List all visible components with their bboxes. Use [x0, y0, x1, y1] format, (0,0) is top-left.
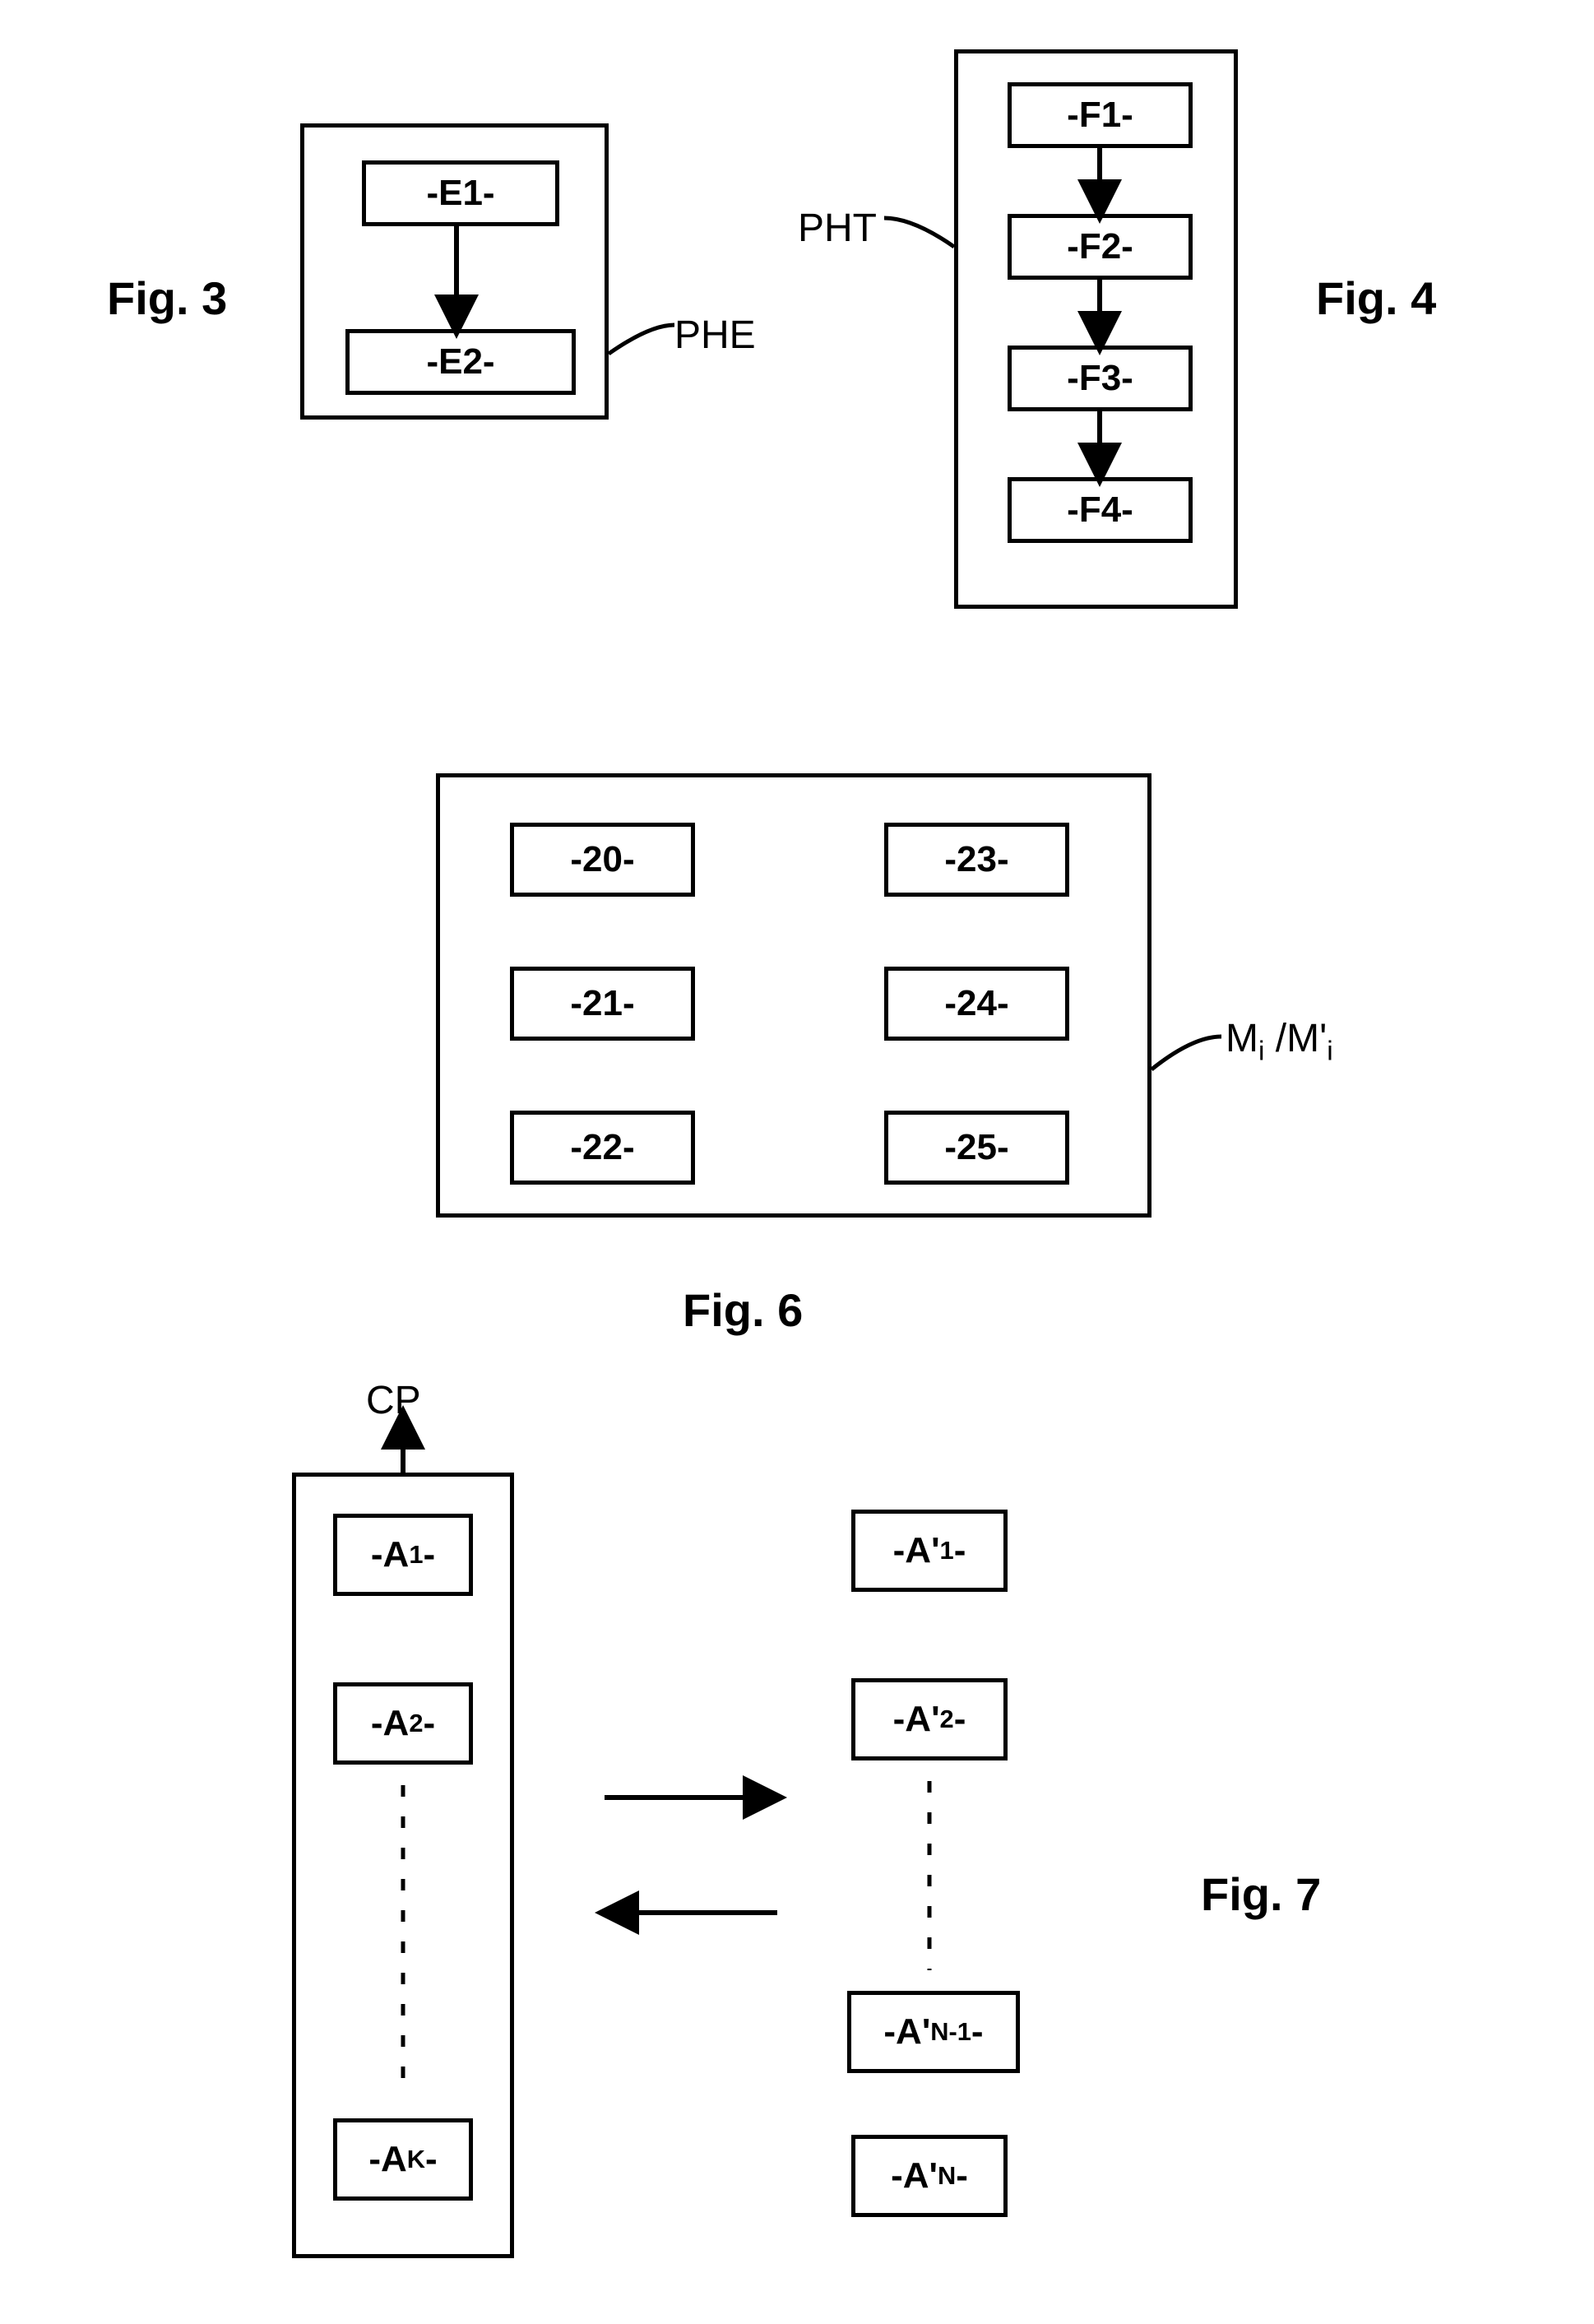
fig7-box-ap2: -A'2 -	[851, 1678, 1008, 1760]
fig3-title: Fig. 3	[107, 271, 227, 325]
page: Fig. 3 -E1- -E2- PHE Fig. 4 -F1- -F2- -F…	[0, 0, 1594, 2324]
fig7-box-apnm1: -A'N-1-	[847, 1991, 1020, 2073]
fig6-box-21: -21-	[510, 967, 695, 1041]
fig7-box-apn: -A'N-	[851, 2135, 1008, 2217]
fig3-box-e1: -E1-	[362, 160, 559, 226]
fig4-box-f4: -F4-	[1008, 477, 1193, 543]
fig6-box-23: -23-	[884, 823, 1069, 897]
fig4-container-label: PHT	[798, 206, 877, 251]
fig6-box-22: -22-	[510, 1111, 695, 1185]
fig7-box-ak: -AK-	[333, 2118, 473, 2201]
fig6-container-label: Mi /M'i	[1226, 1016, 1333, 1068]
fig3-container-label: PHE	[674, 313, 756, 358]
fig4-box-f1: -F1-	[1008, 82, 1193, 148]
fig6-box-25: -25-	[884, 1111, 1069, 1185]
fig4-box-f3: -F3-	[1008, 346, 1193, 411]
fig3-box-e2: -E2-	[345, 329, 576, 395]
fig4-box-f2: -F2-	[1008, 214, 1193, 280]
fig7-cp-label: CP	[366, 1378, 421, 1423]
fig7-box-a2: -A2-	[333, 1682, 473, 1765]
fig7-box-a1: -A1-	[333, 1514, 473, 1596]
fig6-title: Fig. 6	[683, 1283, 803, 1337]
fig7-box-ap1: -A'1 -	[851, 1510, 1008, 1592]
fig7-title: Fig. 7	[1201, 1867, 1321, 1921]
fig4-title: Fig. 4	[1316, 271, 1436, 325]
fig6-box-24: -24-	[884, 967, 1069, 1041]
fig6-box-20: -20-	[510, 823, 695, 897]
